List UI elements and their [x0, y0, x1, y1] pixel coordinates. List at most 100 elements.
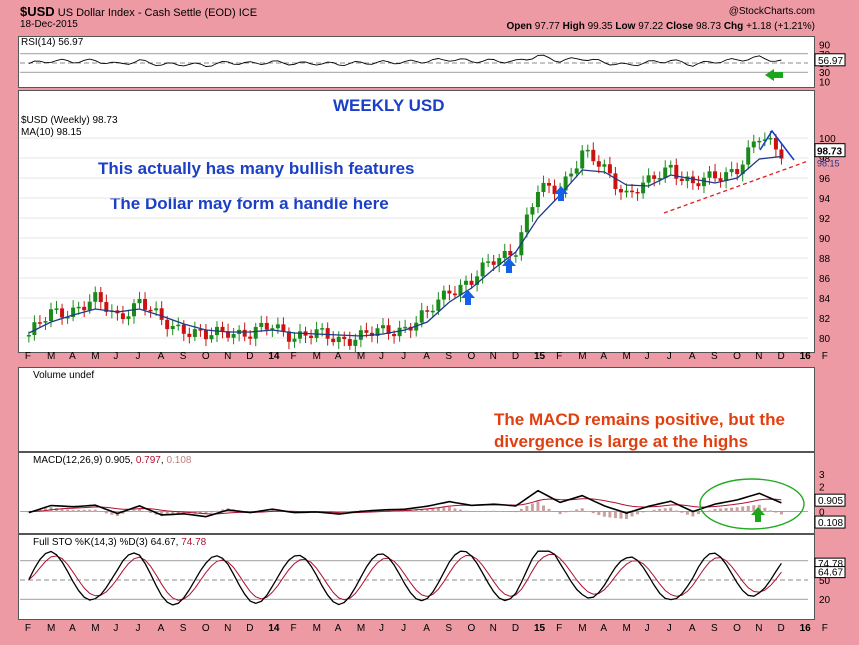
low-label: Low: [615, 21, 636, 32]
candle-body: [242, 329, 247, 337]
macd-hist-bar: [60, 508, 64, 512]
candle-body: [690, 176, 695, 184]
macd-hist-bar: [691, 511, 695, 517]
candle-body: [508, 250, 513, 256]
candle-body: [32, 322, 37, 335]
macd-hist-bar: [464, 510, 468, 512]
macd-hist-bar: [519, 508, 523, 512]
macd-hist-bar: [447, 506, 451, 512]
last-price-value: 98.73: [817, 147, 842, 158]
macd-hist-bar: [442, 507, 446, 512]
x-axis-label: O: [202, 351, 210, 362]
x-axis-label: 14: [268, 623, 280, 634]
candle-body: [735, 169, 740, 175]
macd-signal-line: [28, 498, 782, 515]
x-axis-label: D: [512, 351, 519, 362]
macd-hist-bar: [708, 510, 711, 512]
x-axis-label: M: [622, 623, 630, 634]
candle-body: [386, 325, 391, 334]
candle-body: [713, 171, 718, 179]
price-tick-label: 96: [819, 174, 831, 185]
x-axis-label: A: [689, 351, 696, 362]
macd-hist-bar: [547, 508, 551, 512]
x-axis-label: N: [224, 351, 231, 362]
macd-hist-bar: [121, 511, 125, 514]
candle-body: [563, 176, 568, 191]
macd-hist-bar: [492, 510, 496, 512]
candle-body: [165, 319, 170, 330]
low-value: 97.22: [638, 21, 664, 32]
candle-body: [668, 164, 673, 168]
candle-body: [464, 280, 469, 285]
candle-body: [607, 164, 612, 174]
sto-title: Full STO %K(14,3) %D(3): [33, 537, 148, 548]
candle-body: [104, 302, 109, 312]
sto-tick-label: 50: [819, 576, 831, 587]
rsi-tick-label: 10: [819, 77, 831, 88]
annotation-handle: The Dollar may form a handle here: [110, 194, 389, 213]
candle-body: [187, 333, 192, 337]
macd-hist-bar: [66, 509, 70, 512]
price-tick-label: 92: [819, 214, 831, 225]
candle-body: [342, 336, 347, 340]
candle-body: [37, 322, 42, 324]
candle-body: [226, 331, 231, 338]
x-axis-label: A: [158, 623, 165, 634]
candle-body: [757, 140, 762, 143]
price-tick-label: 84: [819, 294, 831, 305]
x-axis-label: F: [25, 351, 31, 362]
x-axis-label: A: [69, 623, 76, 634]
macd-hist-bar: [82, 509, 86, 512]
last-ma-value: 98.15: [817, 159, 840, 169]
candle-body: [309, 335, 314, 338]
rsi-label: RSI(14) 56.97: [21, 37, 84, 48]
x-axis-label: S: [180, 351, 187, 362]
candle-body: [292, 338, 297, 342]
macd-hist-bar: [746, 505, 750, 512]
x-axis-label: 14: [268, 351, 280, 362]
macd-hist-bar: [221, 509, 225, 512]
macd-hist-bar: [486, 510, 490, 512]
candle-body: [751, 141, 756, 148]
close-label: Close: [666, 21, 694, 32]
price-tick-label: 90: [819, 234, 831, 245]
sto-k-line: [28, 550, 782, 606]
x-axis-label: N: [490, 351, 497, 362]
candle-body: [773, 137, 778, 150]
candle-body: [176, 324, 181, 327]
candle-body: [613, 173, 618, 189]
ma10-line: [28, 155, 782, 337]
x-axis-label: M: [313, 351, 321, 362]
x-axis-label: J: [136, 623, 141, 634]
candle-body: [740, 164, 745, 175]
candle-body: [552, 185, 557, 195]
macd-hist-bar: [209, 511, 213, 513]
candle-body: [325, 328, 330, 339]
volume-panel: Volume undef: [18, 367, 815, 452]
candle-body: [430, 310, 435, 313]
candle-body: [71, 307, 76, 317]
macd-hist-bar: [735, 507, 739, 512]
x-axis-label: A: [158, 351, 165, 362]
candle-body: [718, 178, 723, 181]
candle-body: [65, 316, 70, 319]
sto-k-value: 64.67: [150, 537, 176, 548]
candle-body: [663, 167, 668, 179]
macd-hist-bar: [215, 510, 219, 512]
x-axis-label: 16: [800, 351, 812, 362]
candle-body: [596, 161, 601, 167]
rsi-tick-label: 90: [819, 41, 831, 52]
candle-body: [646, 175, 651, 183]
rsi-green-arrow: [765, 69, 783, 81]
x-axis-label: M: [313, 623, 321, 634]
macd-hist-bar: [652, 509, 656, 512]
candle-body: [475, 276, 480, 285]
candle-body: [60, 308, 65, 318]
x-axis-label: S: [180, 623, 187, 634]
macd-hist-bar: [602, 511, 606, 517]
price-tick-label: 80: [819, 334, 831, 345]
macd-hist-bar: [458, 509, 462, 512]
candle-body: [585, 149, 590, 152]
x-axis-label: S: [711, 623, 718, 634]
